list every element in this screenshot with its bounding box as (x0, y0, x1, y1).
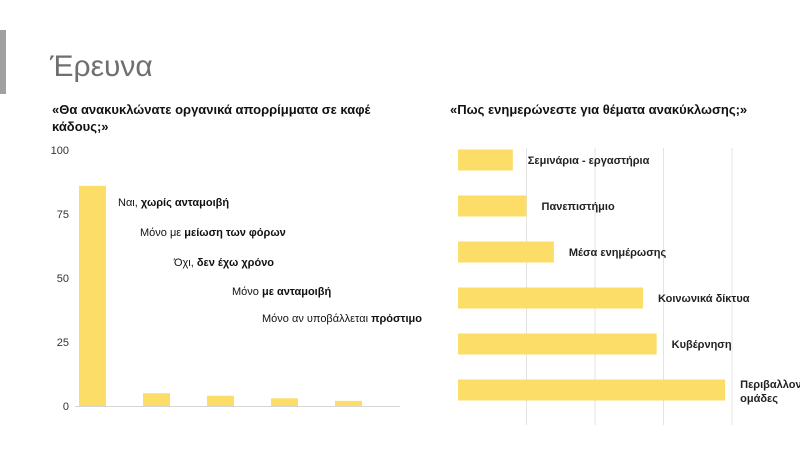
bar (79, 185, 106, 406)
bar (207, 395, 234, 406)
bar (458, 195, 527, 217)
bar (143, 393, 170, 406)
bar (335, 400, 362, 406)
category-label: Μόνο αν υποβάλλεται πρόστιμο (262, 313, 422, 325)
accent-bar (0, 30, 6, 94)
category-label: Περιβαλλοντικέςομάδες (740, 379, 800, 405)
category-label: Μόνο με μείωση των φόρων (140, 227, 286, 239)
y-tick-label: 0 (63, 401, 69, 413)
category-label: Σεμινάρια - εργαστήρια (528, 155, 650, 167)
category-label: Ναι, χωρίς ανταμοιβή (118, 197, 229, 209)
category-label: Κοινωνικά δίκτυα (658, 293, 750, 305)
bar (458, 149, 513, 171)
y-tick-label: 100 (51, 145, 69, 157)
bar (458, 241, 554, 263)
category-label: Πανεπιστήμιο (542, 201, 615, 213)
slide-title: Έρευνα (50, 50, 153, 83)
category-label: Κυβέρνηση (672, 339, 732, 351)
y-tick-label: 75 (57, 209, 69, 221)
right-chart-title: «Πως ενημερώνεστε για θέματα ανακύκλωσης… (450, 102, 748, 117)
bar (458, 287, 643, 309)
category-label: Όχι, δεν έχω χρόνο (173, 257, 274, 269)
bar (271, 398, 298, 406)
left-chart-title: «Θα ανακυκλώνατε οργανικά απορρίμματα σε… (52, 102, 371, 134)
bar (458, 379, 726, 401)
y-tick-label: 50 (57, 273, 69, 285)
y-tick-label: 25 (57, 337, 69, 349)
category-label: Μόνο με ανταμοιβή (232, 286, 331, 298)
bar (458, 333, 657, 355)
category-label: Μέσα ενημέρωσης (569, 247, 667, 259)
